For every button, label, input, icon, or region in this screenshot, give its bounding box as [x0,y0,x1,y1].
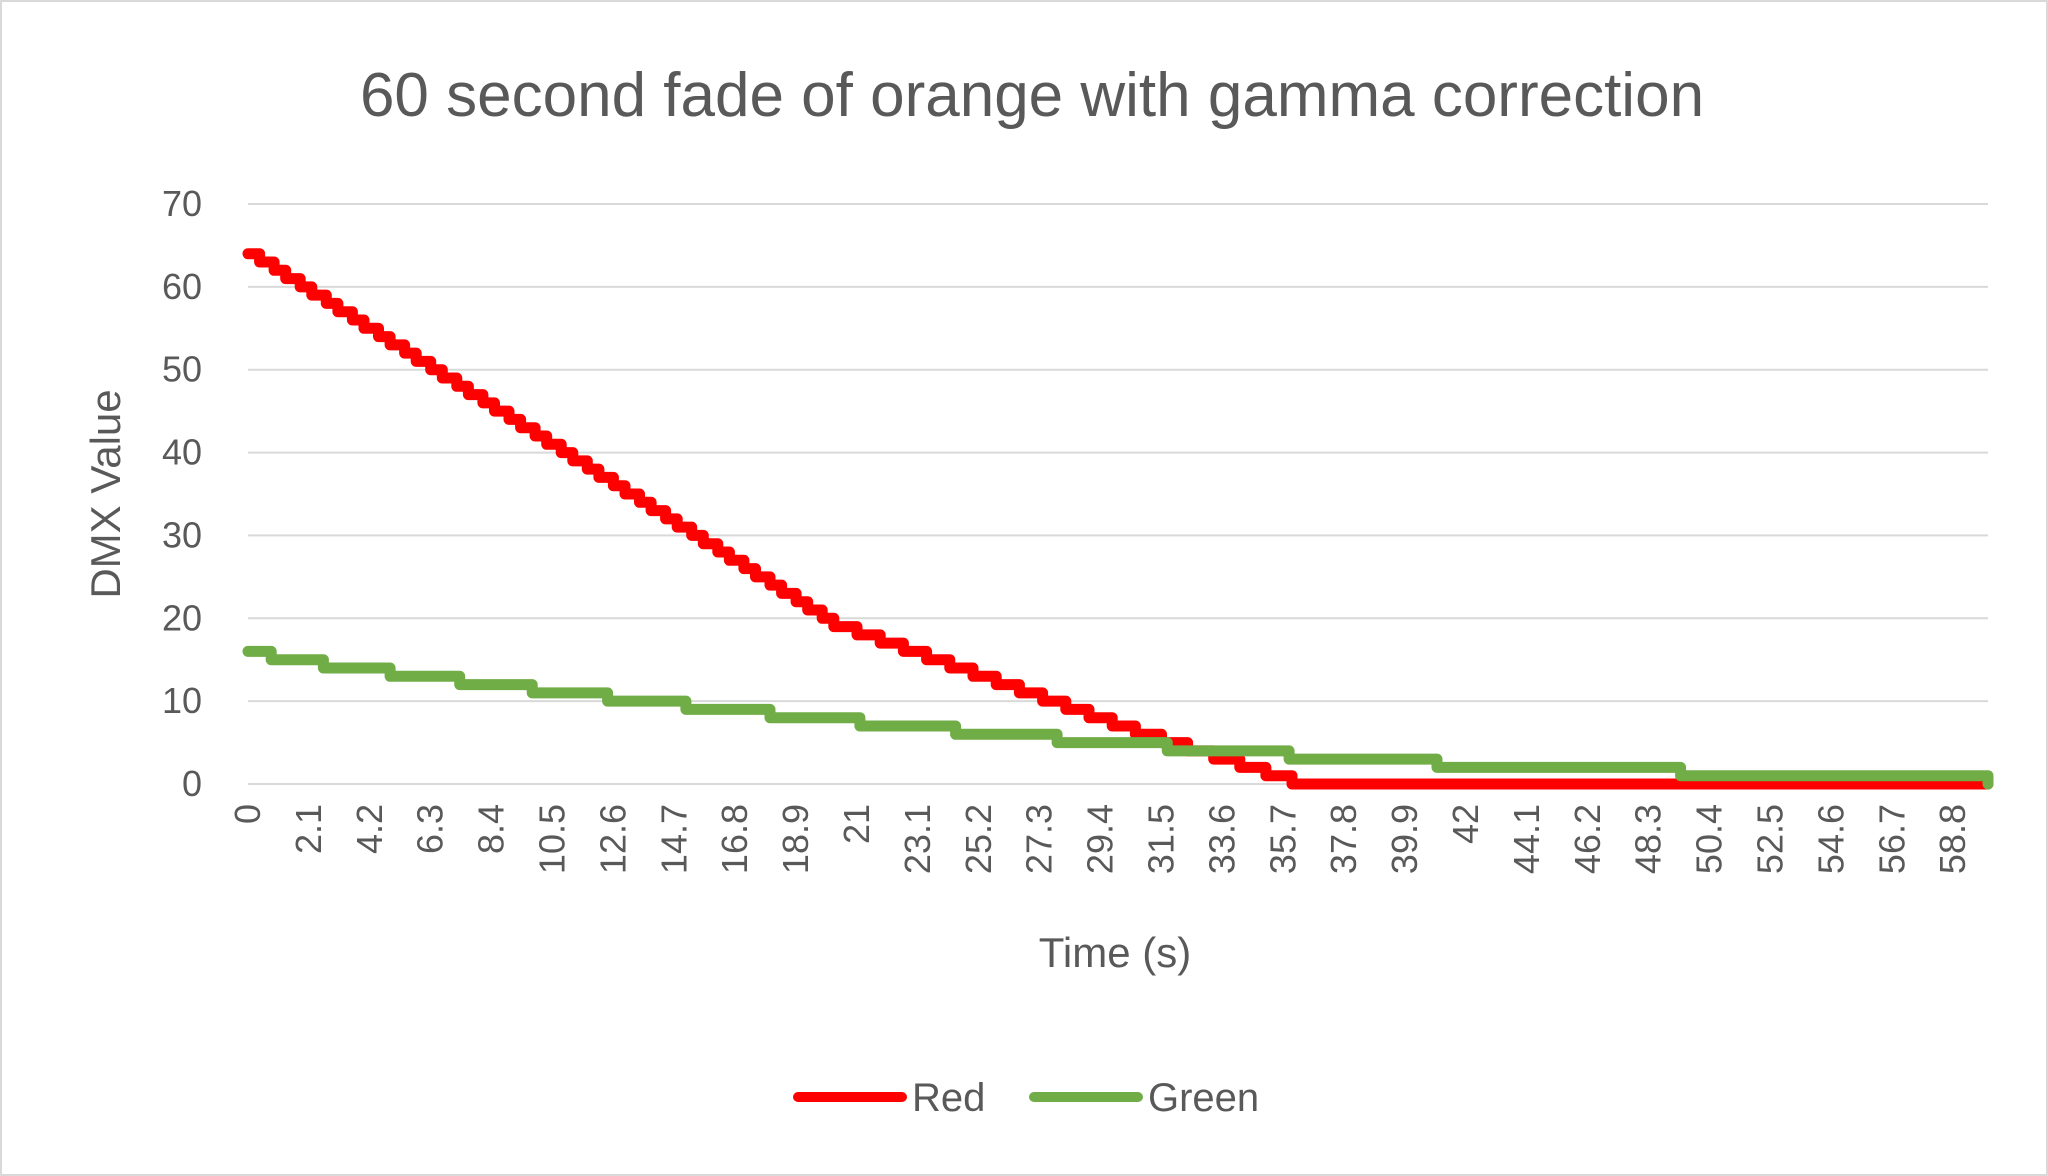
y-tick-label: 20 [162,597,202,638]
y-tick-label: 30 [162,514,202,555]
x-tick-label: 12.6 [592,804,633,874]
gridlines [248,203,1988,785]
x-tick-label: 29.4 [1080,804,1121,874]
x-tick-label: 10.5 [532,804,573,874]
x-tick-label: 35.7 [1262,804,1303,874]
x-axis-title: Time (s) [1039,929,1191,976]
x-tick-label: 4.2 [349,804,390,854]
legend-label-green: Green [1148,1076,1259,1120]
x-tick-label: 56.7 [1871,804,1912,874]
x-tick-label: 27.3 [1019,804,1060,874]
y-tick-label: 0 [182,763,202,804]
y-tick-label: 50 [162,349,202,390]
legend: Red Green [793,1076,1259,1120]
x-tick-label: 25.2 [958,804,999,874]
x-tick-label: 52.5 [1750,804,1791,874]
x-tick-label: 6.3 [410,804,451,854]
y-tick-label: 10 [162,680,202,721]
x-tick-label: 48.3 [1628,804,1669,874]
x-tick-label: 37.8 [1323,804,1364,874]
legend-label-red: Red [912,1076,985,1120]
x-tick-label: 14.7 [653,804,694,874]
x-tick-label: 33.6 [1201,804,1242,874]
x-tick-label: 8.4 [471,804,512,854]
y-axis-title: DMX Value [82,389,129,598]
y-tick-label: 60 [162,266,202,307]
x-tick-label: 16.8 [714,804,755,874]
x-tick-label: 0 [227,804,268,824]
chart-title: 60 second fade of orange with gamma corr… [360,61,1704,130]
x-tick-label: 31.5 [1141,804,1182,874]
x-tick-label: 39.9 [1384,804,1425,874]
y-tick-label: 70 [162,183,202,224]
x-tick-label: 42 [1445,804,1486,844]
x-tick-label: 21 [836,804,877,844]
x-tick-label: 44.1 [1506,804,1547,874]
x-tick-label: 58.8 [1932,804,1973,874]
x-tick-label: 23.1 [897,804,938,874]
x-tick-label: 18.9 [775,804,816,874]
x-tick-label: 50.4 [1689,804,1730,874]
x-tick-label: 2.1 [288,804,329,854]
x-tick-label: 54.6 [1810,804,1851,874]
y-tick-label: 40 [162,432,202,473]
x-axis-ticks: 0 2.1 4.2 6.3 8.4 10.5 12.6 14.7 16.8 18.9 21 23.1 2… [227,804,1973,874]
series-line-green [242,645,1994,790]
series-line-red [242,248,1994,790]
x-tick-label: 46.2 [1567,804,1608,874]
series-lines [242,248,1994,790]
y-axis-ticks: 0 10 20 30 40 50 60 70 [162,183,202,804]
